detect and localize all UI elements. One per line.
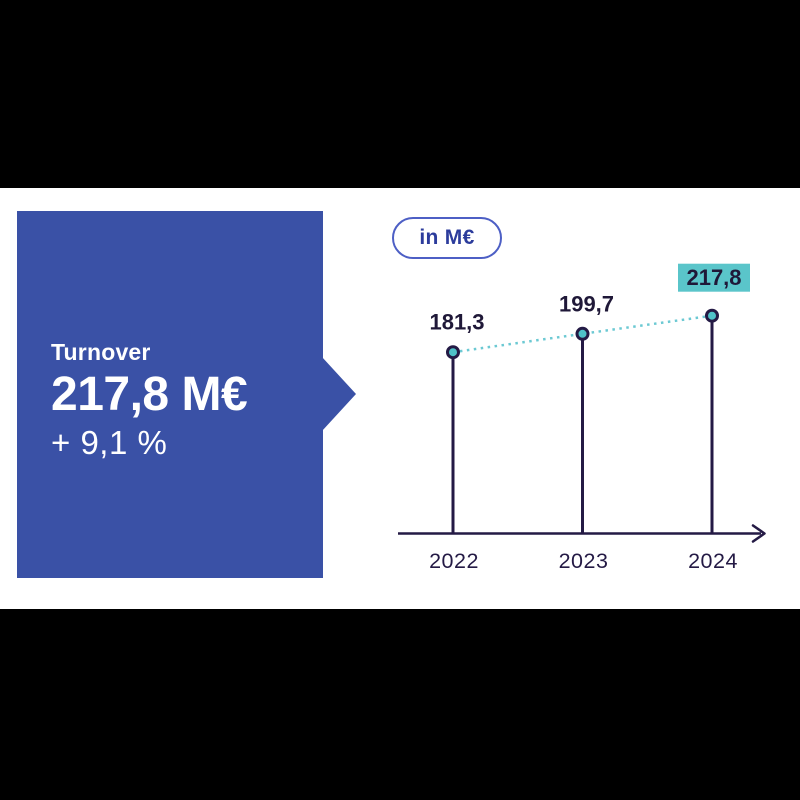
chart-value-label-2024: 217,8 [686, 265, 741, 290]
callout-title: Turnover [51, 339, 151, 365]
x-tick-label-2022: 2022 [429, 549, 479, 573]
unit-badge-label: in M€ [419, 226, 475, 249]
chart-point-2022 [446, 345, 460, 360]
unit-badge: in M€ [392, 217, 502, 259]
x-tick-label-2023: 2023 [559, 549, 609, 573]
letterbox-bottom [0, 609, 800, 800]
turnover-callout: Turnover 217,8 M€ + 9,1 % [17, 211, 323, 578]
chart-value-label-2022: 181,3 [429, 310, 484, 335]
callout-value: 217,8 M€ [51, 367, 248, 421]
trend-dotted-line [452, 314, 713, 354]
x-tick-label-2024: 2024 [688, 549, 738, 573]
slide-canvas: Turnover 217,8 M€ + 9,1 % in M€ [0, 188, 800, 609]
chart-point-2023 [575, 326, 590, 341]
callout-delta: + 9,1 % [51, 423, 168, 461]
letterbox-top [0, 0, 800, 188]
callout-arrow-icon [322, 357, 356, 431]
highlight-box [678, 263, 750, 292]
chart-value-label-2023: 199,7 [559, 291, 614, 316]
x-axis-arrowhead-icon [751, 524, 766, 543]
chart-point-2024 [705, 308, 719, 323]
